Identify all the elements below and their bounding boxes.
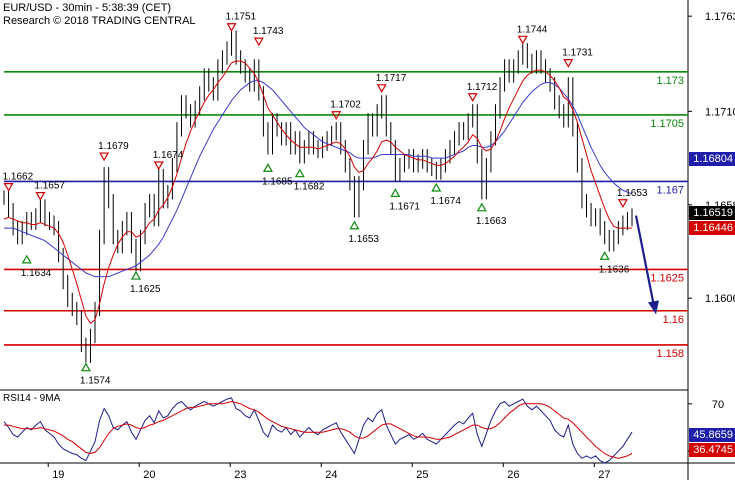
pivot-label: 1.1685 [262, 176, 293, 187]
pivot-high-marker [331, 111, 342, 120]
fast-ma-line [3, 60, 632, 325]
rsi-pane-label: RSI14 - 9MA [3, 393, 61, 404]
pivot-low-marker [431, 182, 442, 192]
rsi-ma-value-tag: 36.4745 [689, 443, 735, 457]
pivot-label: 1.1671 [389, 201, 420, 212]
pivot-low-marker [130, 270, 142, 280]
pivot-high-marker [226, 23, 237, 32]
y-tick-label: 1.1763 [705, 11, 735, 23]
forecast-arrow-line [634, 215, 656, 307]
x-tick-label: 27 [598, 469, 610, 480]
pivot-high-marker [517, 35, 528, 45]
pivot-label: 1.1679 [98, 141, 129, 152]
pivot-label: 1.1653 [348, 234, 379, 245]
pivot-label: 1.1743 [253, 26, 284, 37]
pivot-label: 1.1744 [517, 24, 548, 35]
pivot-high-marker [99, 152, 110, 162]
chart-copyright: Research © 2018 TRADING CENTRAL [3, 15, 196, 27]
rsi-value-tag: 45.8659 [689, 428, 735, 442]
blue-level-price-tag: 1.16804 [689, 152, 735, 166]
pivot-high-marker [376, 84, 387, 94]
pivot-label: 1.1657 [34, 181, 65, 192]
pivot-high-marker [563, 59, 574, 68]
rsi-tick-label: 70 [712, 399, 724, 411]
level-label: 1.1625 [650, 272, 684, 284]
level-label: 1.167 [656, 184, 684, 196]
y-tick-label: 1.1710 [705, 106, 735, 118]
pivot-label: 1.1751 [226, 12, 257, 23]
pivot-low-marker [349, 220, 360, 230]
ma-price-tag: 1.16446 [689, 221, 735, 235]
pivot-low-marker [599, 251, 610, 260]
pivot-high-marker [253, 37, 264, 47]
pivot-high-marker [617, 199, 628, 208]
x-tick-label: 25 [416, 469, 428, 480]
pivot-label: 1.1574 [80, 376, 111, 387]
pivot-high-marker [35, 191, 46, 201]
pivot-label: 1.1634 [21, 268, 52, 279]
pivot-low-marker [476, 202, 487, 212]
chart-title: EUR/USD - 30min - 5:38:39 (CET) [3, 2, 172, 14]
pivot-label: 1.1674 [430, 196, 461, 207]
pivot-high-marker [3, 182, 14, 192]
pivot-label: 1.1712 [467, 82, 498, 93]
x-tick-label: 20 [143, 469, 155, 480]
x-tick-label: 19 [52, 469, 64, 480]
forecast-arrow-head [648, 300, 659, 315]
pivot-low-marker [21, 254, 32, 264]
pivot-label: 1.1674 [153, 150, 184, 161]
pivot-low-marker [262, 163, 273, 172]
pivot-label: 1.1702 [330, 100, 361, 111]
x-tick-label: 24 [325, 469, 337, 480]
pivot-label: 1.1663 [476, 216, 507, 227]
pivot-high-marker [467, 93, 478, 102]
pivot-low-marker [294, 168, 305, 178]
x-tick-label: 23 [234, 469, 246, 480]
pivot-label: 1.1717 [376, 73, 407, 84]
x-tick-label: 26 [507, 469, 519, 480]
pivot-low-marker [80, 362, 91, 372]
pivot-label: 1.1625 [130, 284, 161, 295]
pivot-high-marker [153, 161, 164, 171]
pivot-low-marker [390, 188, 401, 198]
pivot-label: 1.1731 [562, 48, 593, 59]
level-label: 1.158 [656, 348, 684, 360]
pivot-label: 1.1682 [294, 182, 325, 193]
pivot-label: 1.1636 [599, 264, 630, 275]
current-price-tag: 1.16519 [689, 206, 735, 220]
level-label: 1.16 [663, 314, 684, 326]
rsi-line [3, 397, 633, 464]
slow-ma-line [4, 80, 633, 278]
pivot-label: 1.1653 [617, 188, 648, 199]
rsi-ma-line [4, 400, 633, 459]
level-label: 1.173 [656, 75, 684, 87]
y-tick-label: 1.1606 [705, 293, 735, 305]
pivot-label: 1.1662 [3, 172, 34, 183]
level-label: 1.1705 [650, 118, 684, 130]
